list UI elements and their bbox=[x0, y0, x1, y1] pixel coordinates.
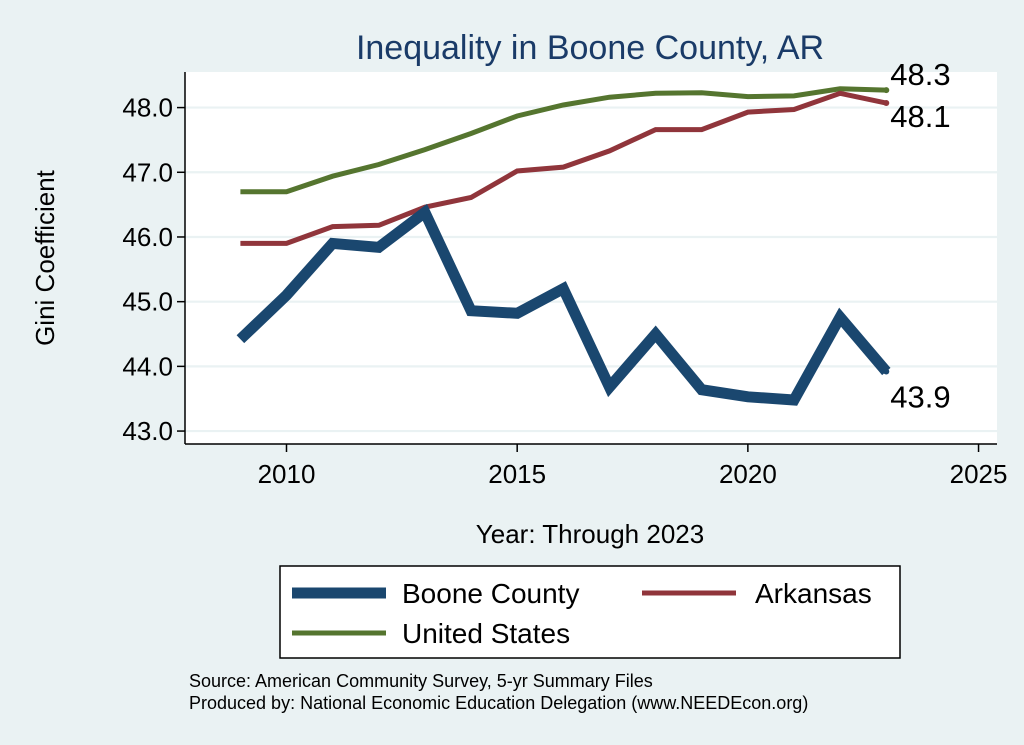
y-axis-title: Gini Coefficient bbox=[30, 169, 60, 346]
grid bbox=[185, 106, 997, 433]
end-label-united-states: 48.3 bbox=[890, 57, 950, 92]
y-tick-label: 45.0 bbox=[122, 287, 173, 317]
x-tick-label: 2020 bbox=[719, 459, 777, 489]
x-tick-label: 2015 bbox=[488, 459, 546, 489]
source-note: Source: American Community Survey, 5-yr … bbox=[189, 671, 653, 691]
end-label-arkansas: 48.1 bbox=[890, 99, 950, 134]
ticks: 43.0 44.0 45.0 46.0 47.0 48.0 2010 2015 2020 2025 bbox=[122, 93, 1007, 489]
chart-title: Inequality in Boone County, AR bbox=[356, 29, 824, 67]
legend-label-boone-county: Boone County bbox=[402, 578, 579, 609]
end-label-boone-county: 43.9 bbox=[890, 380, 950, 415]
x-tick-label: 2025 bbox=[950, 459, 1008, 489]
legend-label-united-states: United States bbox=[402, 618, 570, 649]
axes bbox=[184, 72, 997, 445]
y-tick-label: 46.0 bbox=[122, 222, 173, 252]
y-tick-label: 43.0 bbox=[122, 416, 173, 446]
end-labels: 43.9 48.1 48.3 bbox=[890, 57, 950, 414]
end-marker-boone-county bbox=[883, 368, 890, 375]
end-marker-arkansas bbox=[883, 100, 890, 107]
produced-by-note: Produced by: National Economic Education… bbox=[189, 693, 808, 713]
y-tick-label: 47.0 bbox=[122, 157, 173, 187]
plot-area bbox=[185, 72, 997, 444]
series-line-boone-county bbox=[236, 203, 891, 406]
end-marker-united-states bbox=[883, 87, 890, 94]
legend-box bbox=[279, 565, 901, 659]
y-tick-label: 44.0 bbox=[122, 351, 173, 381]
series-line-arkansas bbox=[240, 90, 887, 246]
legend: Boone County Arkansas United States bbox=[279, 565, 901, 659]
x-axis-title: Year: Through 2023 bbox=[476, 519, 704, 549]
y-tick-label: 48.0 bbox=[122, 93, 173, 123]
x-tick-label: 2010 bbox=[258, 459, 316, 489]
series-line-united-states bbox=[240, 86, 887, 195]
legend-label-arkansas: Arkansas bbox=[755, 578, 872, 609]
series-layer bbox=[236, 86, 891, 406]
